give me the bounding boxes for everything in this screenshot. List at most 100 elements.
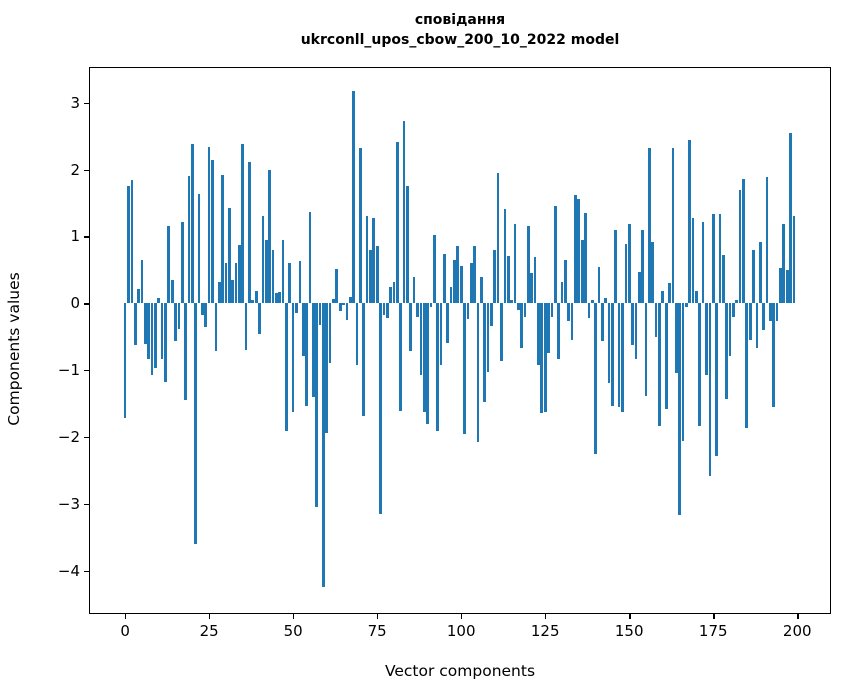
x-tick-mark [461,613,463,619]
bar [590,299,594,304]
bar [281,239,285,304]
bar [443,253,446,304]
bar [728,303,732,357]
bar [506,256,510,304]
bar [318,303,322,326]
bar [483,303,487,403]
bar [607,303,611,383]
bar [271,250,275,304]
bar [627,223,631,304]
bar [769,303,772,322]
bar [180,221,184,304]
bar [685,303,688,307]
bar [664,303,668,410]
x-tick-mark [293,613,295,619]
bar [409,303,413,352]
bar [429,303,433,307]
bar [550,303,554,317]
bar [772,303,776,408]
bar [476,303,480,442]
chart-title-model: ukrconll_upos_cbow_200_10_2022 model [300,32,620,49]
bar [527,226,530,304]
bar [305,303,308,407]
bar [335,269,339,304]
bar [533,257,537,304]
y-tick-label: 3 [70,93,80,112]
chart-title: сповідання ukrconll_upos_cbow_200_10_202… [89,10,831,51]
bar [516,303,520,310]
bar [308,211,312,304]
bar [147,303,150,360]
bar [217,281,221,304]
bar [701,221,705,304]
bar [439,303,443,365]
y-tick-mark [84,236,90,238]
bar [597,267,601,304]
y-tick-label: −3 [57,494,80,513]
bar [641,230,644,304]
bar [322,303,325,588]
bar [365,215,369,304]
bar [537,303,540,365]
bar [466,303,470,319]
bar [449,287,453,304]
y-tick-mark [84,436,90,439]
bar [295,303,298,314]
bar [705,303,708,375]
bar [375,246,379,304]
bar [735,299,739,304]
x-tick-mark [713,613,715,619]
x-tick-label: 200 [782,622,812,640]
bar [711,213,715,304]
bar [325,303,329,433]
x-tick-mark [209,613,211,619]
bar [278,291,282,304]
bar [637,271,641,304]
bar [355,303,359,365]
bar [775,303,779,321]
bar [406,186,409,304]
bar [617,303,621,408]
bar [500,303,503,362]
bar [402,121,406,304]
bar [436,303,439,431]
bar [254,291,258,304]
x-tick-mark [125,613,127,619]
bar [473,246,476,304]
bar [661,290,665,304]
bar [137,288,140,304]
bar [362,303,366,416]
bar [557,303,560,360]
bar [762,303,765,330]
bar [742,178,745,304]
bar [631,303,634,345]
bar [214,303,218,352]
bar [496,172,500,304]
bar [170,279,174,304]
bar [311,303,315,397]
bar [177,303,181,330]
bar [755,303,759,348]
bar [315,303,319,508]
bar [456,246,460,304]
bar [157,297,161,304]
y-tick-mark [84,370,90,372]
bar [298,261,302,304]
bar [513,223,517,304]
bar [480,276,483,304]
bar [422,303,426,413]
y-tick-mark [84,102,90,105]
bar [574,194,577,304]
bar [594,303,597,454]
bar [143,303,147,344]
bar [372,217,376,304]
bar [486,303,490,373]
bar [718,214,722,304]
bar [577,198,581,304]
bar [221,174,224,304]
bar [204,303,208,327]
bar [604,297,608,304]
bar [395,141,399,304]
bar [227,207,231,304]
bar [698,303,702,426]
